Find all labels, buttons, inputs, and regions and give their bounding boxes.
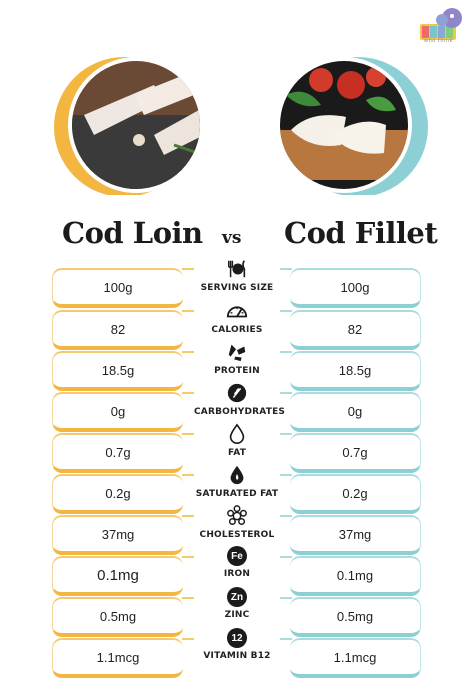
molecule-icon — [227, 505, 247, 525]
cod-fillet-value: 0.5mg — [290, 597, 421, 637]
cod-loin-value: 0.5mg — [52, 597, 183, 637]
utensils-icon — [228, 260, 246, 278]
cod-fillet-photo — [276, 57, 428, 195]
cod-fillet-value: 0.2g — [290, 474, 421, 514]
row-label: PROTEIN — [214, 366, 260, 376]
row-label: VITAMIN B12 — [203, 651, 271, 661]
cod-loin-value: 0.7g — [52, 433, 183, 473]
row-label: SATURATED FAT — [195, 489, 279, 499]
title-cod-fillet: Cod Fillet — [284, 216, 438, 250]
row-iron: 0.1mg Fe IRON 0.1mg — [0, 546, 474, 596]
cod-loin-value: 0g — [52, 392, 183, 432]
cod-loin-value: 82 — [52, 310, 183, 350]
cod-fillet-value: 0.7g — [290, 433, 421, 473]
vs-label: vs — [222, 228, 242, 248]
drop-icon — [229, 423, 245, 444]
wheat-icon — [227, 383, 247, 403]
logo-tagline: who think — [424, 38, 453, 44]
row-label: FAT — [227, 448, 247, 458]
cod-loin-value: 1.1mcg — [52, 638, 183, 678]
row-protein: 18.5g PROTEIN 18.5g — [0, 344, 474, 391]
cod-fillet-value: 18.5g — [290, 351, 421, 391]
cod-loin-value: 18.5g — [52, 351, 183, 391]
row-fat: 0.7g FAT 0.7g — [0, 423, 474, 473]
row-label: SERVING SIZE — [200, 283, 274, 293]
row-calories: 82 CALORIES 82 — [0, 306, 474, 350]
row-saturated-fat: 0.2g SATURATED FAT 0.2g — [0, 465, 474, 514]
cod-fillet-value: 1.1mcg — [290, 638, 421, 678]
row-label: CHOLESTEROL — [199, 530, 275, 540]
cod-loin-photo — [54, 57, 204, 195]
row-carbohydrates: 0g CARBOHYDRATES 0g — [0, 383, 474, 432]
drop-flame-icon — [230, 465, 244, 485]
row-label: IRON — [223, 569, 251, 579]
row-label: CARBOHYDRATES — [194, 407, 286, 417]
title-cod-loin: Cod Loin — [62, 216, 203, 250]
row-vitamin-b12: 1.1mcg 12 VITAMIN B12 1.1mcg — [0, 628, 474, 678]
zn-icon: Zn — [227, 587, 247, 607]
row-label: CALORIES — [211, 325, 263, 335]
cod-fillet-value: 82 — [290, 310, 421, 350]
moms-logo — [420, 8, 462, 40]
protein-icon — [228, 344, 246, 362]
cod-fillet-value: 0.1mg — [290, 556, 421, 596]
row-cholesterol: 37mg CHOLESTEROL 37mg — [0, 505, 474, 555]
b12-icon: 12 — [227, 628, 247, 648]
gauge-icon — [226, 306, 248, 318]
row-zinc: 0.5mg Zn ZINC 0.5mg — [0, 587, 474, 637]
cod-fillet-value: 100g — [290, 268, 421, 308]
cod-loin-value: 0.2g — [52, 474, 183, 514]
cod-loin-value: 0.1mg — [52, 556, 183, 596]
cod-fillet-value: 0g — [290, 392, 421, 432]
cod-loin-value: 100g — [52, 268, 183, 308]
row-label: ZINC — [224, 610, 250, 620]
cod-fillet-value: 37mg — [290, 515, 421, 555]
cod-loin-value: 37mg — [52, 515, 183, 555]
row-serving-size: 100g SERVING SIZE 100g — [0, 260, 474, 308]
fe-icon: Fe — [227, 546, 247, 566]
